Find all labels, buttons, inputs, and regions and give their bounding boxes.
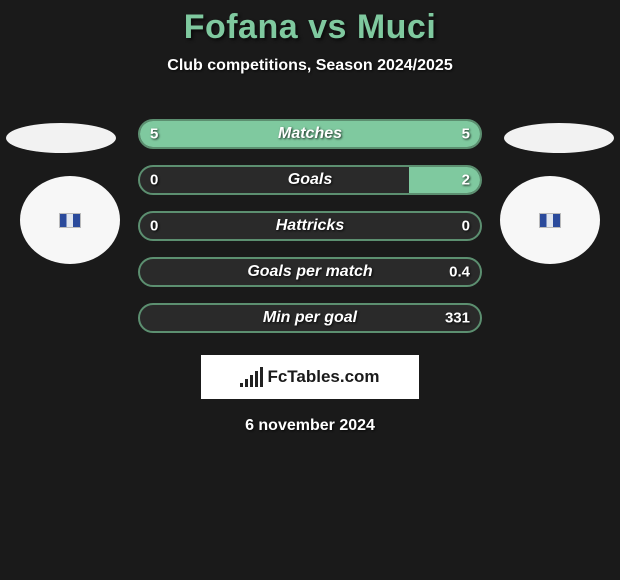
stat-value-right: 331 xyxy=(445,310,470,327)
stat-label: Matches xyxy=(140,125,480,143)
right-player-badge xyxy=(500,176,600,264)
stat-row: Goals per match0.4 xyxy=(138,257,482,287)
stat-label: Goals xyxy=(140,171,480,189)
left-player-ellipse xyxy=(6,123,116,153)
brand-text: FcTables.com xyxy=(267,367,379,387)
subtitle: Club competitions, Season 2024/2025 xyxy=(0,57,620,75)
brand-bar-icon xyxy=(255,371,258,387)
right-player-ellipse xyxy=(504,123,614,153)
brand-bars-icon xyxy=(240,367,263,387)
brand-bar-icon xyxy=(260,367,263,387)
stat-label: Goals per match xyxy=(140,263,480,281)
date-label: 6 november 2024 xyxy=(0,417,620,435)
stat-row: Min per goal331 xyxy=(138,303,482,333)
stat-label: Hattricks xyxy=(140,217,480,235)
comparison-bars: 5Matches50Goals20Hattricks0Goals per mat… xyxy=(138,119,482,333)
stat-value-right: 0.4 xyxy=(449,264,470,281)
stat-value-right: 5 xyxy=(462,126,470,143)
stat-label: Min per goal xyxy=(140,309,480,327)
stat-row: 0Hattricks0 xyxy=(138,211,482,241)
left-flag-icon xyxy=(59,213,81,228)
stat-value-right: 0 xyxy=(462,218,470,235)
brand-bar-icon xyxy=(245,379,248,387)
right-flag-icon xyxy=(539,213,561,228)
stat-value-right: 2 xyxy=(462,172,470,189)
brand-bar-icon xyxy=(240,383,243,387)
content-wrapper: Fofana vs Muci Club competitions, Season… xyxy=(0,0,620,435)
brand-bar-icon xyxy=(250,375,253,387)
left-player-badge xyxy=(20,176,120,264)
page-title: Fofana vs Muci xyxy=(0,8,620,47)
stat-row: 5Matches5 xyxy=(138,119,482,149)
stat-row: 0Goals2 xyxy=(138,165,482,195)
brand-box: FcTables.com xyxy=(201,355,419,399)
